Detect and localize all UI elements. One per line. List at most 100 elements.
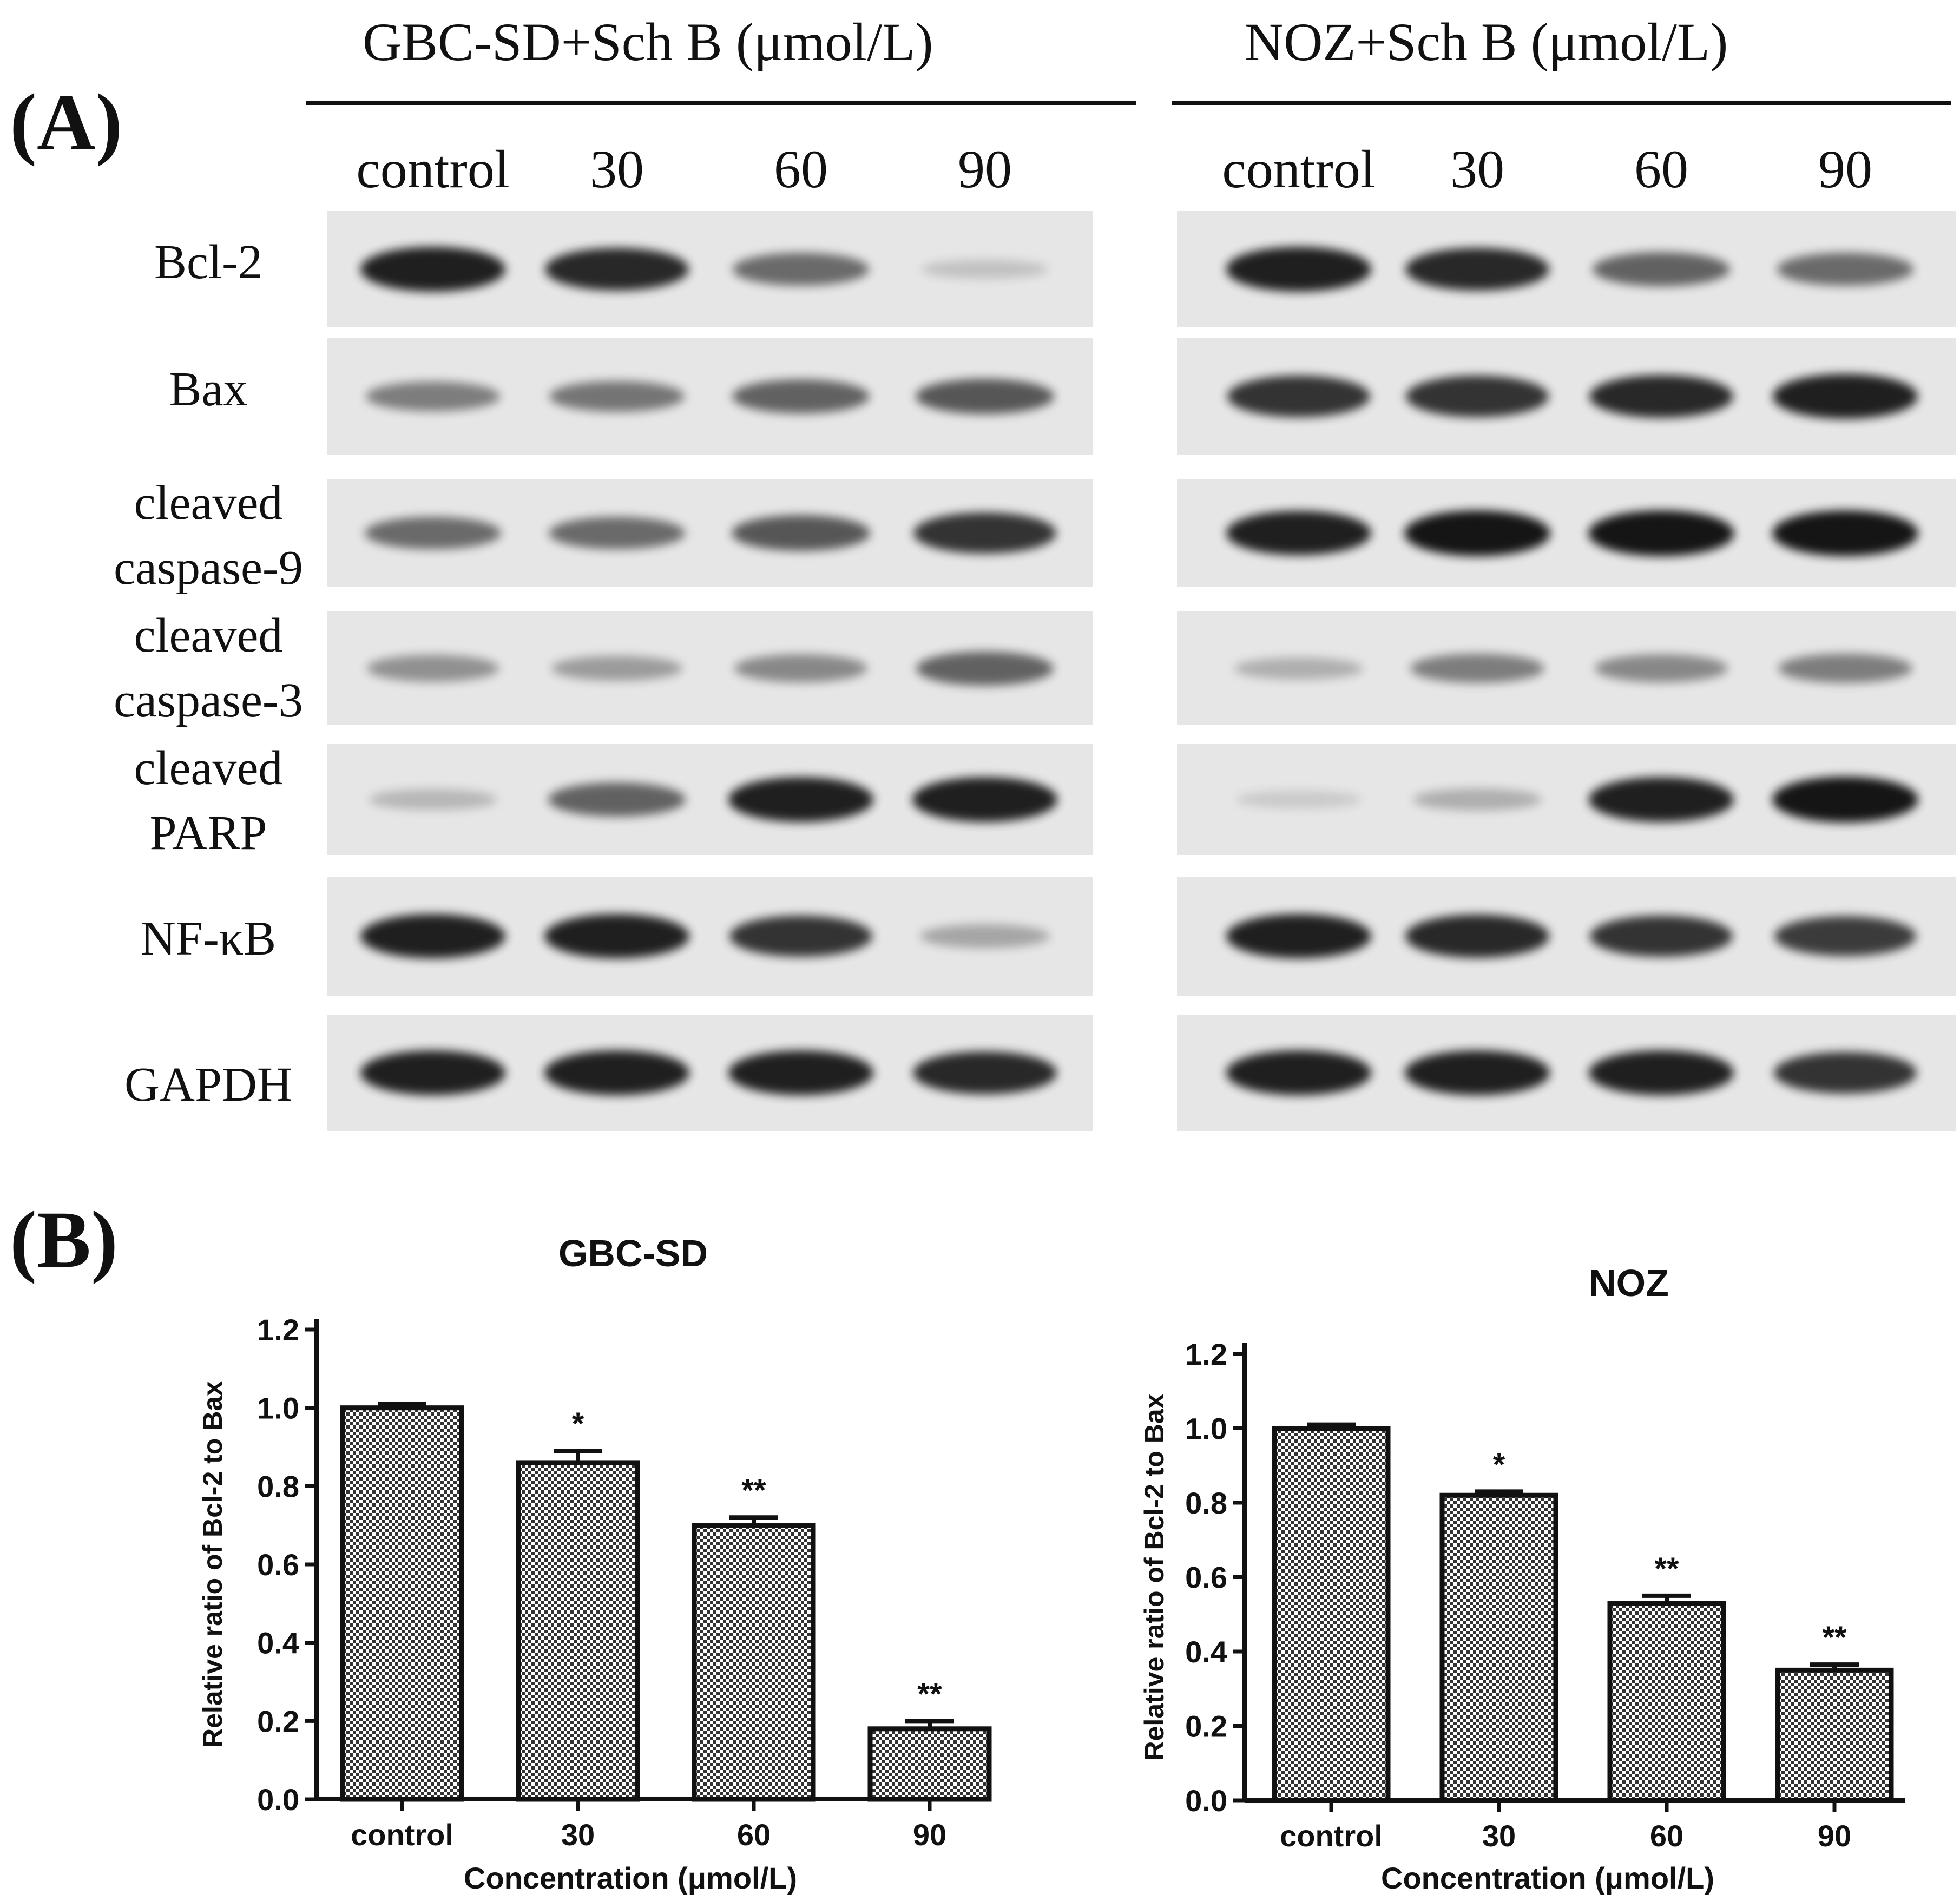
y-tick-label: 0.0	[1185, 1784, 1227, 1818]
blot-band	[367, 655, 499, 682]
y-tick-label: 0.0	[257, 1782, 299, 1817]
group-rule-gbc-sd	[306, 101, 1136, 105]
x-tick-label: 60	[1650, 1819, 1683, 1853]
blot-band	[1226, 1050, 1371, 1095]
blot-band	[360, 247, 505, 292]
chart-title: NOZ	[1589, 1262, 1669, 1304]
y-tick-label: 0.6	[1185, 1561, 1227, 1595]
blot-band	[548, 782, 686, 817]
x-axis-label: Concentration (μmol/L)	[464, 1861, 797, 1895]
blot-strip	[327, 211, 1093, 327]
lane-label: control	[356, 139, 510, 199]
protein-label: cleaved PARP	[134, 741, 283, 860]
blot-band	[544, 913, 689, 959]
y-axis-label: Relative ratio of Bcl-2 to Bax	[198, 1381, 228, 1748]
y-axis-label: Relative ratio of Bcl-2 to Bax	[1139, 1393, 1169, 1760]
x-tick-label: 60	[737, 1818, 771, 1852]
blot-strip	[327, 338, 1093, 455]
protein-label: cleaved caspase-3	[114, 609, 303, 727]
x-tick-label: 30	[1482, 1819, 1516, 1853]
blot-strip	[1177, 611, 1956, 725]
lane-label: 90	[1818, 139, 1872, 199]
y-tick-label: 0.4	[1185, 1635, 1227, 1669]
y-tick-label: 1.2	[257, 1313, 299, 1347]
blot-strip	[327, 1015, 1093, 1131]
lane-label: 90	[958, 139, 1012, 199]
blot-strip	[327, 611, 1093, 725]
blot-band	[544, 1050, 689, 1095]
blot-band	[1778, 653, 1912, 683]
blot-band	[1234, 657, 1363, 680]
blot-band	[1590, 915, 1733, 957]
blot-band	[551, 655, 682, 681]
group-title-gbc-sd: GBC-SD+Sch B (μmol/L)	[363, 12, 933, 72]
group-title-noz: NOZ+Sch B (μmol/L)	[1245, 12, 1728, 72]
blot-band	[916, 378, 1054, 415]
blot-strip	[1177, 1015, 1956, 1131]
y-tick-label: 0.4	[257, 1626, 299, 1660]
blot-band	[734, 654, 867, 682]
blot-band	[1405, 247, 1549, 291]
protein-label: Bax	[169, 363, 248, 416]
significance-marker: *	[572, 1406, 584, 1442]
blot-band	[1405, 915, 1549, 958]
blot-band	[916, 651, 1054, 686]
blot-strip	[327, 744, 1093, 855]
blot-band	[733, 253, 869, 286]
blot-band	[549, 516, 685, 550]
blot-band	[1226, 913, 1371, 959]
blot-band	[1589, 1050, 1734, 1095]
chart-title: GBC-SD	[558, 1232, 708, 1274]
blot-band	[360, 913, 505, 959]
x-tick-label: 90	[913, 1818, 946, 1852]
x-tick-label: 30	[561, 1818, 595, 1852]
lane-label: 30	[1450, 139, 1504, 199]
bar-chart-noz: NOZ 0.0 0.2 0.4 0.6 0.8 1.0 1.2 control * 30 ** 60 **…	[1139, 1262, 1905, 1895]
x-tick-label: control	[1280, 1819, 1383, 1853]
significance-marker: **	[741, 1473, 766, 1508]
blot-band	[1226, 510, 1371, 556]
blot-band	[1236, 791, 1362, 808]
panel-b-label: (B)	[10, 1195, 118, 1285]
blot-band	[366, 381, 500, 411]
blot-band	[1226, 247, 1371, 292]
blot-band	[1773, 374, 1918, 419]
blot-strip	[1177, 744, 1956, 855]
bar-chart-gbc-sd: GBC-SD 0.0 0.2 0.4 0.6 0.8 1.0 1.2 control * 30 ** 6…	[198, 1232, 992, 1895]
blot-strip	[1177, 211, 1956, 327]
significance-marker: *	[1493, 1447, 1505, 1482]
y-tick-label: 1.2	[1185, 1337, 1227, 1371]
blot-band	[1404, 510, 1550, 556]
blot-band	[1777, 253, 1913, 286]
blot-strip	[1177, 479, 1956, 587]
blot-band	[1227, 376, 1370, 417]
bar	[1775, 1667, 1894, 1803]
x-tick-label: 90	[1818, 1819, 1851, 1853]
blot-band	[1595, 654, 1728, 682]
protein-label: cleaved caspase-9	[114, 476, 303, 595]
blot-band	[1774, 1052, 1917, 1094]
blot-strip	[1177, 877, 1956, 996]
blot-band	[728, 1050, 873, 1095]
blot-band	[1772, 510, 1918, 556]
blot-band	[545, 247, 689, 291]
blot-band	[1410, 653, 1544, 683]
bar	[692, 1523, 816, 1802]
y-tick-label: 1.0	[257, 1391, 299, 1425]
panel-a-label: (A)	[10, 77, 123, 167]
blot-band	[920, 924, 1050, 948]
blot-band	[1589, 777, 1734, 822]
blot-strip	[327, 479, 1093, 587]
y-tick-label: 1.0	[1185, 1412, 1227, 1446]
bar	[1607, 1601, 1726, 1803]
bar	[1272, 1426, 1391, 1803]
bar	[867, 1726, 992, 1802]
x-axis-label: Concentration (μmol/L)	[1381, 1861, 1714, 1895]
y-tick-label: 0.8	[257, 1469, 299, 1503]
significance-marker: **	[1822, 1620, 1847, 1655]
group-rule-noz	[1172, 101, 1951, 105]
lane-label: 60	[774, 139, 828, 199]
lane-label: control	[1222, 139, 1376, 199]
blot-band	[365, 516, 501, 550]
blot-band	[728, 777, 873, 822]
